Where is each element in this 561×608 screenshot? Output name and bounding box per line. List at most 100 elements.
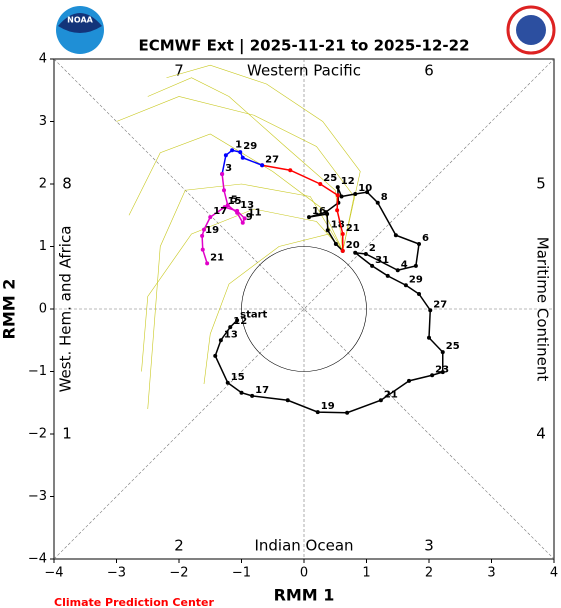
point [240, 155, 245, 160]
point-label: 8 [381, 192, 388, 203]
point-label: start [240, 309, 267, 320]
point [200, 233, 205, 238]
point-label: 27 [265, 154, 279, 165]
point [260, 163, 265, 168]
point-label: 9 [246, 212, 253, 223]
point-label: 3 [225, 163, 232, 174]
x-tick-label: 4 [550, 566, 558, 581]
point [288, 168, 293, 173]
point [220, 172, 225, 176]
ensemble-line [166, 64, 361, 251]
point [345, 410, 350, 415]
point [403, 283, 408, 288]
phase-label: 4 [536, 425, 546, 443]
point [225, 380, 230, 385]
y-tick-label: 2 [39, 177, 47, 192]
point-label: 12 [233, 316, 247, 327]
x-tick-label: 3 [487, 566, 495, 581]
point [285, 398, 290, 403]
point [430, 373, 435, 378]
point-label: 19 [321, 401, 335, 412]
point-label: 17 [213, 206, 227, 217]
point [413, 263, 418, 268]
point [365, 190, 370, 195]
chart-title: ECMWF Ext | 2025-11-21 to 2025-12-22 [138, 37, 469, 56]
point-label: 27 [433, 299, 447, 310]
point-label: 20 [346, 240, 360, 251]
point-label: 29 [409, 274, 423, 285]
phase-label: 8 [62, 175, 72, 193]
y-tick-label: −1 [28, 364, 47, 379]
point [250, 393, 255, 398]
phase-label: 7 [174, 62, 184, 80]
point-label: 21 [384, 389, 398, 400]
point [370, 263, 375, 268]
y-tick-label: 4 [39, 52, 47, 67]
point-label: 10 [358, 183, 372, 194]
x-tick-label: −2 [169, 566, 188, 581]
point [230, 148, 235, 153]
phase-label: 3 [424, 537, 434, 555]
point [200, 247, 205, 252]
point [315, 410, 320, 415]
point [242, 216, 247, 221]
point [417, 242, 421, 246]
point [353, 250, 358, 255]
ref-line [53, 58, 555, 560]
y-tick-label: 0 [39, 302, 47, 317]
ensemble-line [147, 77, 344, 251]
point-label: 13 [224, 329, 238, 340]
point [393, 233, 398, 238]
point-label: 5 [231, 194, 238, 205]
point-label: 15 [228, 196, 242, 207]
point-label: 21 [346, 223, 360, 234]
point [375, 200, 380, 205]
point [235, 318, 240, 323]
point [208, 215, 213, 220]
point [218, 338, 223, 343]
point [428, 308, 433, 313]
phase-label: 2 [174, 537, 184, 555]
point-label: 1 [235, 139, 242, 150]
point-label: 29 [243, 141, 257, 152]
region-label: Western Pacific [247, 62, 361, 80]
point-label: 23 [435, 364, 449, 375]
point [395, 268, 400, 273]
point [363, 252, 368, 256]
point [235, 208, 240, 213]
point [335, 185, 340, 190]
footer: Climate Prediction Center [54, 596, 214, 608]
y-tick-label: 1 [39, 239, 47, 254]
x-tick-label: −1 [232, 566, 251, 581]
point-label: 4 [401, 259, 408, 270]
point [213, 353, 218, 358]
trajectory-line [221, 149, 263, 175]
point [225, 203, 230, 208]
point [340, 248, 345, 253]
point-label: 13 [240, 200, 254, 211]
unit-circle [241, 246, 367, 372]
point [240, 220, 245, 225]
point [353, 192, 358, 196]
point-label: 2 [369, 243, 376, 254]
phase-label: 6 [424, 62, 434, 80]
point [417, 292, 421, 296]
region-label: West. Hem. and Africa [57, 226, 75, 393]
point-label: 18 [331, 219, 345, 230]
point [385, 273, 390, 278]
x-tick-label: 0 [300, 566, 308, 581]
region-label: Maritime Continent [534, 237, 552, 382]
point-label: 11 [248, 207, 262, 218]
region-label: Indian Ocean [254, 537, 353, 555]
point [222, 188, 226, 193]
ensemble-line [147, 183, 344, 410]
point [222, 205, 227, 210]
point [333, 242, 338, 246]
ensemble-line [116, 96, 355, 251]
point-label: 17 [255, 385, 269, 396]
y-axis-label: RMM 2 [0, 279, 19, 340]
x-tick-label: −4 [44, 566, 63, 581]
point [325, 228, 330, 233]
point [239, 390, 244, 395]
